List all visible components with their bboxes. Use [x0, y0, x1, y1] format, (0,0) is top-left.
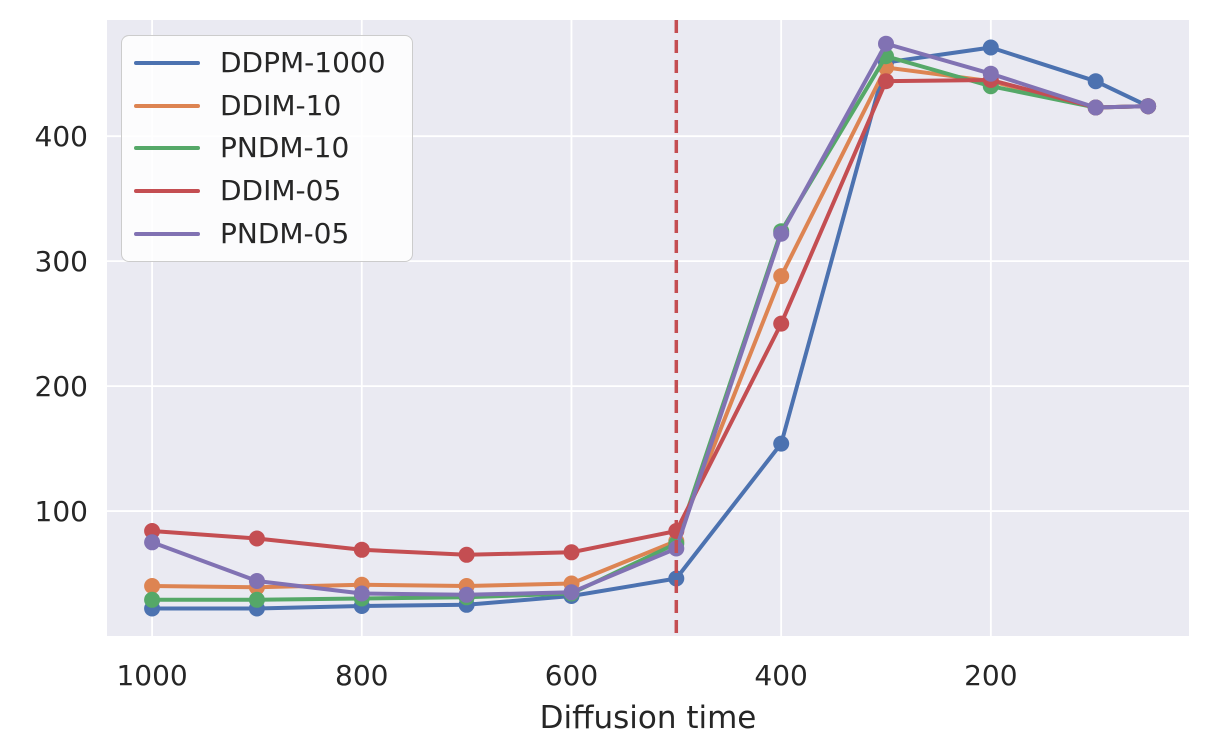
legend: DDPM-1000 DDIM-10 PNDM-10 DDIM-05 PNDM-05	[121, 35, 413, 262]
x-tick-label: 1000	[116, 659, 187, 692]
data-point-ddim-05	[144, 523, 161, 539]
data-point-pndm-05	[563, 584, 580, 601]
data-point-pndm-05	[982, 65, 999, 82]
legend-swatch-ddim-05	[134, 189, 200, 194]
data-point-pndm-05	[773, 225, 790, 242]
legend-label: PNDM-05	[220, 216, 350, 250]
x-tick-label: 200	[964, 659, 1017, 692]
data-point-pndm-05	[144, 534, 161, 551]
data-point-ddim-05	[878, 73, 894, 90]
data-point-ddim-05	[248, 530, 265, 547]
data-point-ddpm-1000	[773, 435, 790, 452]
x-tick-label: 800	[335, 659, 388, 692]
data-point-ddim-05	[563, 544, 580, 561]
legend-swatch-pndm-10	[134, 146, 200, 151]
data-point-ddim-10	[773, 268, 790, 285]
data-point-ddim-05	[458, 546, 475, 563]
data-point-ddim-05	[353, 541, 370, 558]
data-point-pndm-05	[458, 586, 475, 603]
data-point-ddpm-1000	[1087, 73, 1104, 90]
data-point-ddpm-1000	[982, 39, 999, 56]
legend-item-ddpm-1000: DDPM-1000	[134, 49, 400, 77]
data-point-pndm-05	[248, 573, 265, 589]
y-tick-label: 200	[35, 370, 88, 403]
x-tick-label: 600	[545, 659, 598, 692]
legend-label: DDIM-05	[220, 174, 342, 208]
legend-label: PNDM-10	[220, 131, 350, 165]
legend-label: DDIM-10	[220, 88, 342, 122]
y-tick-label: 100	[35, 495, 88, 528]
legend-item-ddim-10: DDIM-10	[134, 88, 400, 122]
data-point-ddim-05	[773, 315, 790, 332]
data-point-pndm-05	[878, 35, 894, 52]
legend-label: DDPM-1000	[220, 46, 386, 80]
x-axis-label: Diffusion time	[539, 700, 757, 736]
data-point-pndm-05	[353, 585, 370, 602]
legend-swatch-ddim-10	[134, 103, 200, 108]
data-point-pndm-10	[248, 591, 265, 608]
legend-swatch-ddpm-1000	[134, 61, 200, 66]
x-tick-label: 400	[754, 659, 807, 692]
legend-swatch-pndm-05	[134, 231, 200, 236]
data-point-pndm-10	[144, 591, 161, 608]
y-tick-label: 300	[35, 245, 88, 278]
legend-item-ddim-05: DDIM-05	[134, 177, 400, 205]
data-point-pndm-05	[1087, 99, 1104, 116]
data-point-ddim-10	[144, 578, 161, 594]
y-tick-label: 400	[35, 120, 88, 153]
legend-item-pndm-10: PNDM-10	[134, 134, 400, 162]
legend-item-pndm-05: PNDM-05	[134, 216, 400, 250]
data-point-pndm-05	[1140, 98, 1157, 115]
data-point-ddpm-1000	[668, 570, 685, 587]
